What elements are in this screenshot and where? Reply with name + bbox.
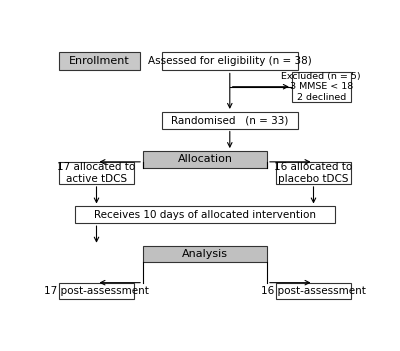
FancyBboxPatch shape [59, 52, 140, 71]
Text: Analysis: Analysis [182, 249, 228, 259]
FancyBboxPatch shape [143, 151, 267, 168]
FancyBboxPatch shape [143, 246, 267, 263]
FancyBboxPatch shape [162, 112, 298, 128]
FancyBboxPatch shape [162, 52, 298, 71]
FancyBboxPatch shape [59, 162, 134, 184]
Text: Randomised   (n = 33): Randomised (n = 33) [171, 115, 288, 125]
Text: Allocation: Allocation [178, 154, 232, 164]
FancyBboxPatch shape [292, 72, 351, 101]
Text: Excluded (n = 5)
3 MMSE < 18
2 declined: Excluded (n = 5) 3 MMSE < 18 2 declined [282, 72, 361, 102]
Text: Receives 10 days of allocated intervention: Receives 10 days of allocated interventi… [94, 210, 316, 220]
Text: 17 allocated to
active tDCS: 17 allocated to active tDCS [57, 162, 136, 184]
FancyBboxPatch shape [276, 283, 351, 299]
Text: 16 post-assessment: 16 post-assessment [261, 286, 366, 296]
FancyBboxPatch shape [75, 206, 335, 223]
FancyBboxPatch shape [59, 283, 134, 299]
FancyBboxPatch shape [276, 162, 351, 184]
Text: Assessed for eligibility (n = 38): Assessed for eligibility (n = 38) [148, 56, 312, 66]
Text: 17 post-assessment: 17 post-assessment [44, 286, 149, 296]
Text: 16 allocated to
placebo tDCS: 16 allocated to placebo tDCS [274, 162, 353, 184]
Text: Enrollment: Enrollment [69, 56, 130, 66]
